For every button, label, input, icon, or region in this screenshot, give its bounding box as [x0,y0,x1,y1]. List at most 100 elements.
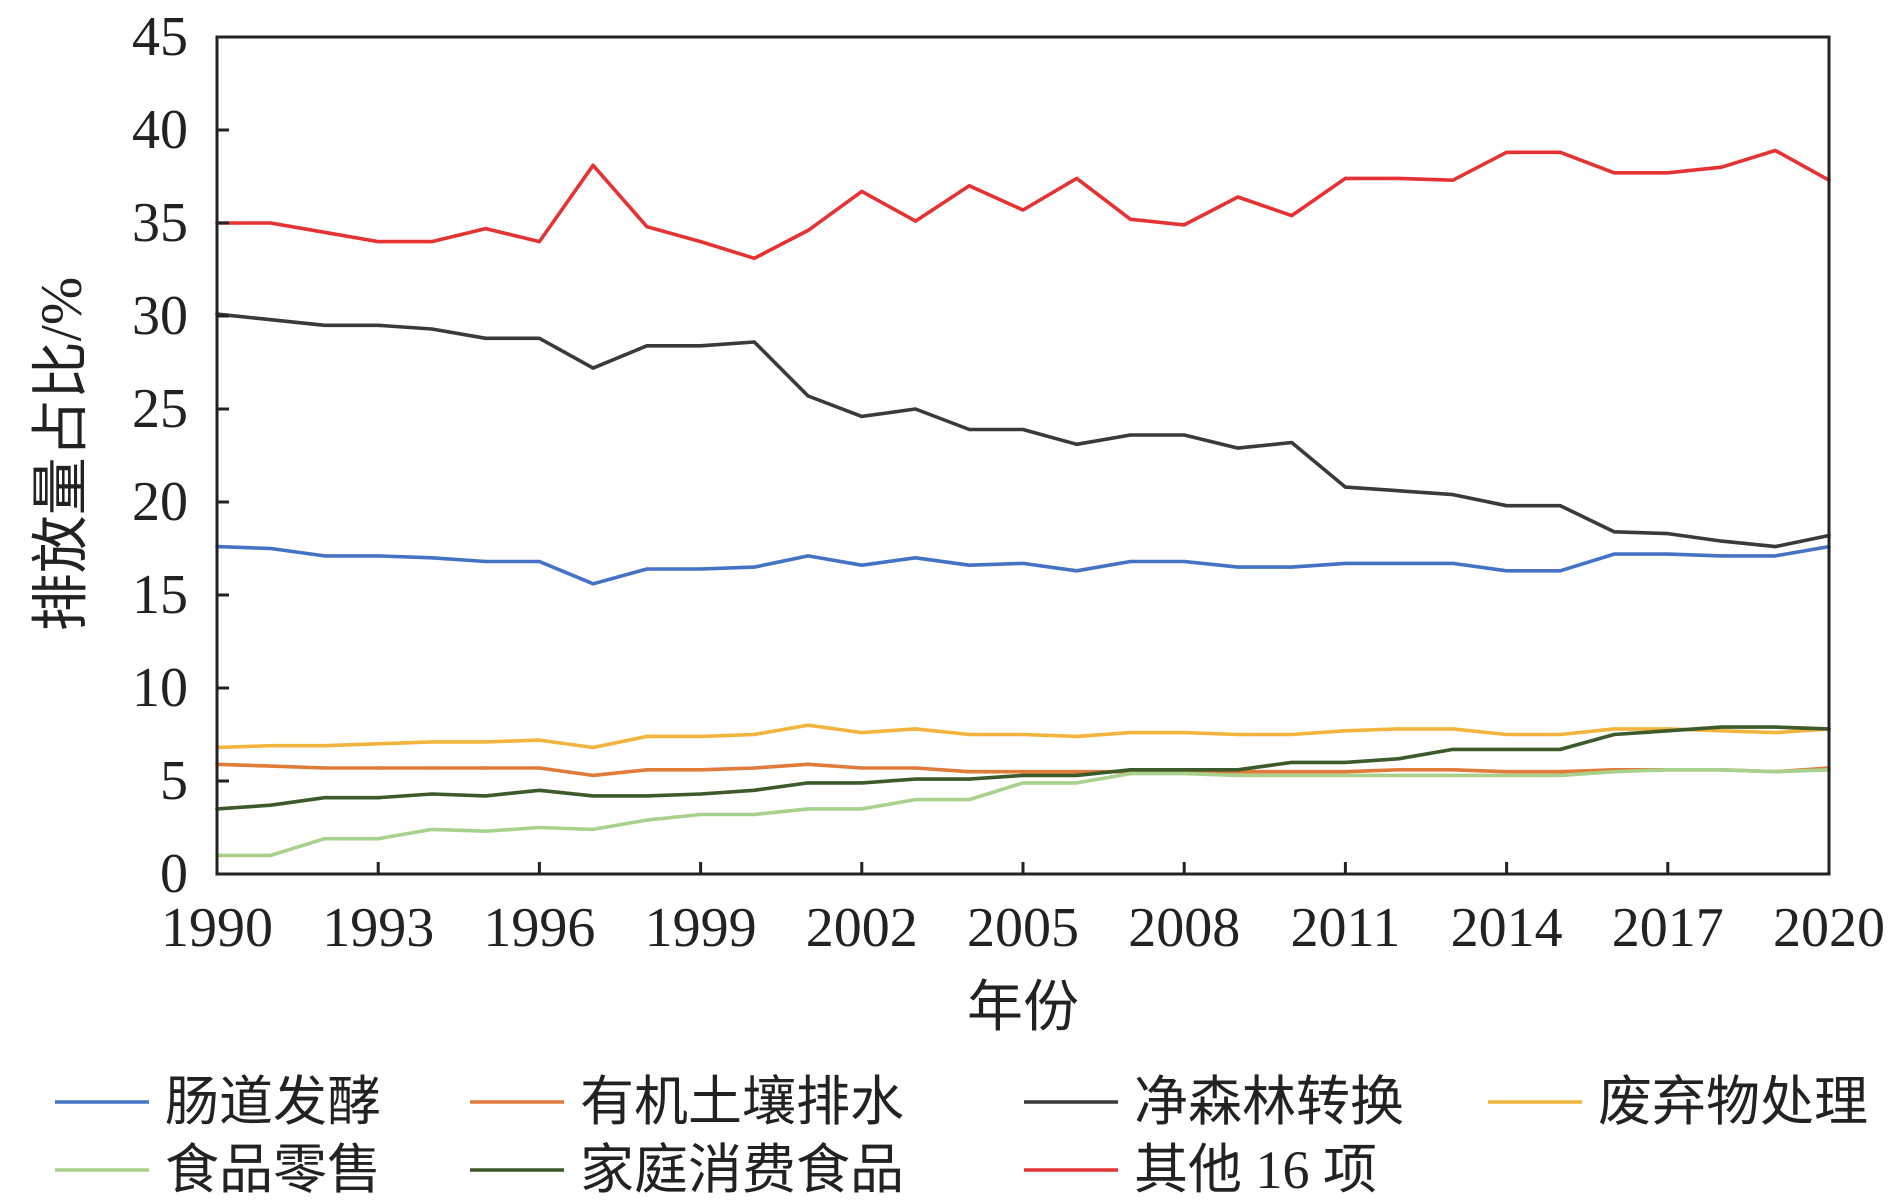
data-point [376,240,380,244]
data-point [699,344,703,348]
data-point [1558,770,1562,774]
data-point [806,723,810,727]
x-tick-label: 1990 [161,897,273,959]
data-point [1128,731,1133,735]
data-point [1719,539,1724,543]
series-household-food-consumption [215,725,1831,811]
x-tick-label: 1993 [322,897,434,959]
data-point [967,770,971,774]
data-point [1505,747,1509,752]
data-point [1290,773,1294,778]
data-point [1075,773,1079,778]
data-point [1719,554,1724,558]
x-tick-label: 2017 [1612,897,1724,959]
legend-label: 有机土壤排水 [580,1072,904,1132]
legend-label: 食品零售 [165,1140,381,1200]
data-point [1182,433,1186,437]
data-point [1505,773,1509,778]
data-point [1182,768,1186,772]
data-point [376,766,380,770]
data-point [1558,150,1562,154]
data-point [1719,768,1724,772]
data-point [484,336,488,340]
data-point [1075,734,1079,739]
data-point [860,563,864,567]
data-point [1773,545,1777,549]
data-point [752,766,756,770]
data-point [1773,148,1777,153]
data-point [1451,747,1455,752]
legend-item-net-forest-conversion: 净森林转换 [1024,1072,1404,1132]
data-point [1290,732,1294,737]
data-point [537,788,542,792]
data-point [322,554,327,558]
data-point [645,734,649,739]
data-point [1182,559,1186,564]
data-point [699,792,703,796]
data-point [1451,773,1455,778]
data-point [1612,732,1616,737]
series-other-16-items [215,148,1831,261]
data-point [1075,442,1079,446]
data-point [322,766,327,770]
data-point [269,803,273,807]
data-point [1719,729,1724,733]
data-point [913,727,918,731]
y-tick-label: 45 [132,6,188,68]
data-point [699,240,703,244]
legend-item-other-16-items: 其他 16 项 [1024,1140,1377,1200]
data-point [269,853,273,858]
data-point [806,394,810,398]
data-point [1451,727,1455,731]
data-point [645,344,649,348]
data-point [860,807,864,811]
data-point [322,230,327,234]
data-point [1290,440,1294,445]
data-point [1397,768,1401,772]
x-tick-label: 2014 [1451,897,1563,959]
data-point [860,781,864,785]
data-point [1343,729,1347,733]
data-point [1182,223,1186,227]
data-point [1236,768,1240,772]
data-point [591,794,595,798]
data-point [430,827,434,832]
data-point [645,794,649,798]
data-point [699,734,703,739]
data-point [484,766,488,770]
data-point [1128,217,1133,221]
data-point [1558,773,1562,778]
data-point [430,327,434,331]
data-point [860,189,864,193]
data-point [376,742,380,746]
data-point [1612,727,1616,731]
data-point [1666,552,1670,556]
data-point [1397,176,1401,180]
x-axis: 1990 1993 1996 1999 2002 2005 2008 2011 2014 2017… [161,862,1885,959]
data-point [1343,485,1347,489]
data-point [967,427,971,432]
x-tick-label: 1996 [483,897,595,959]
y-axis-title: 排放量占比/% [29,277,94,631]
legend-label: 其他 16 项 [1134,1140,1377,1200]
data-point [1397,489,1401,493]
y-axis: 0 5 10 15 20 25 30 35 40 45 [132,6,229,905]
data-point [537,240,542,244]
data-point [806,807,810,811]
data-point [1773,725,1777,729]
y-tick-label: 20 [132,471,188,533]
data-point [1343,760,1347,765]
data-point [699,768,703,772]
data-point [1773,731,1777,735]
series-waste-disposal [215,723,1831,750]
legend-item-enteric-fermentation: 肠道发酵 [55,1072,381,1132]
data-point [1182,772,1186,776]
data-point [752,788,756,792]
data-point [645,818,649,822]
data-point [1290,760,1294,765]
data-point [1021,561,1025,566]
data-point [430,556,434,560]
data-point [752,812,756,817]
data-point [967,798,971,802]
